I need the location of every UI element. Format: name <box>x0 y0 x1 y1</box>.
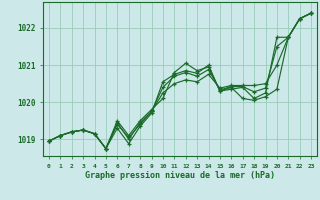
X-axis label: Graphe pression niveau de la mer (hPa): Graphe pression niveau de la mer (hPa) <box>85 171 275 180</box>
